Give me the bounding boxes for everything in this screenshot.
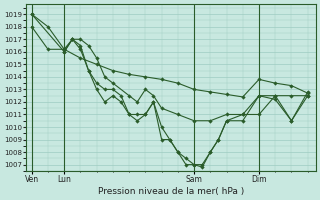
X-axis label: Pression niveau de la mer( hPa ): Pression niveau de la mer( hPa ) [98,187,244,196]
